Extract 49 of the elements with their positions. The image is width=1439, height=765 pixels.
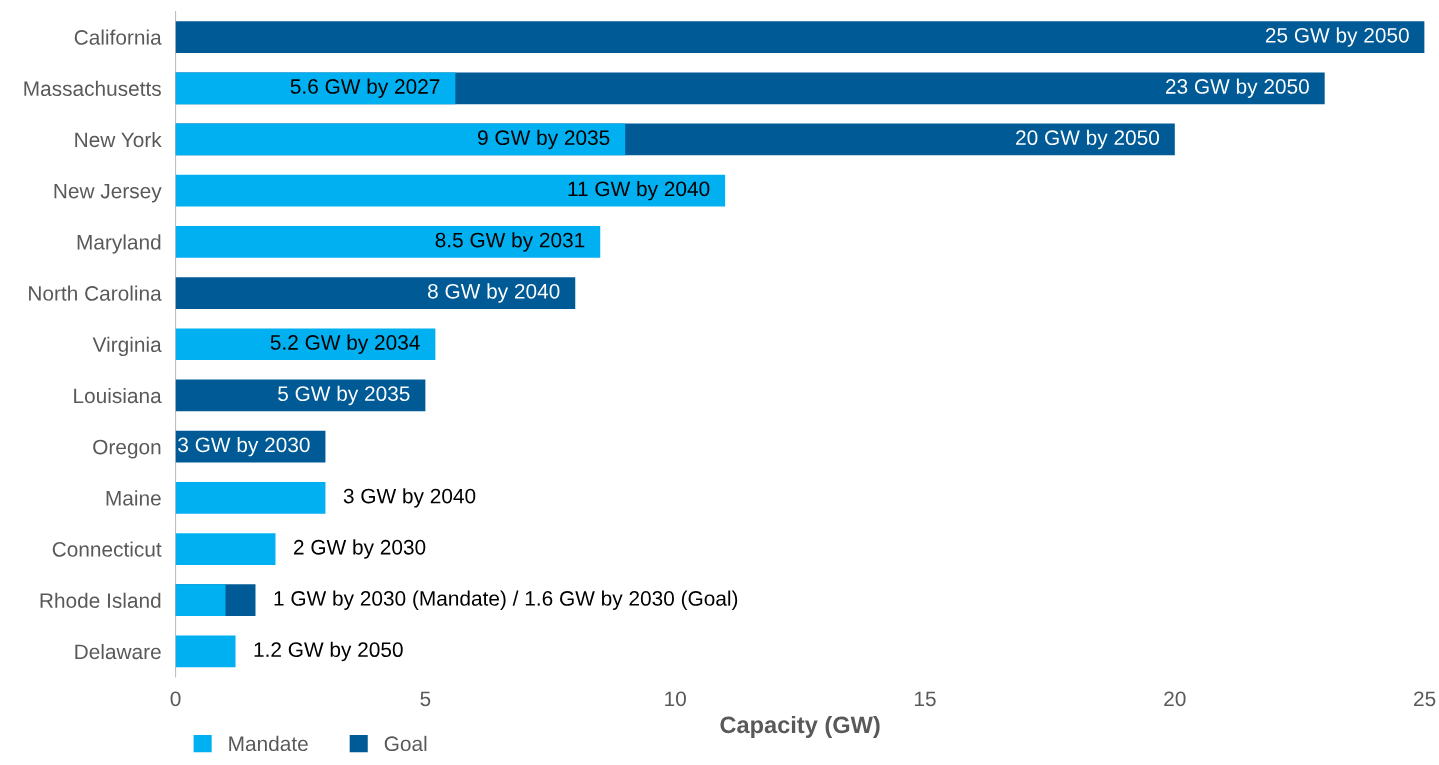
y-tick-label: Maryland [77,234,161,254]
bar [175,379,426,412]
bar [175,277,576,309]
data-label: 9 GW by 2035 [478,129,610,150]
bar [175,533,276,565]
data-label: 8 GW by 2040 [428,283,560,303]
x-axis-title: Capacity (GW) [720,715,880,738]
data-label: 3 GW by 2040 [343,488,476,508]
y-tick-label: New Jersey [54,183,162,203]
data-label: 3 GW by 2030 [178,436,310,457]
y-tick-label: Massachusetts [24,80,161,97]
bar [175,328,436,361]
x-tick-label: 15 [914,691,936,707]
x-tick-label: 25 [1414,691,1436,707]
bar [175,481,326,514]
bar [175,72,456,105]
x-tick-label: 0 [170,691,181,707]
bar [175,635,236,668]
y-tick-label: Rhode Island [40,592,161,608]
y-tick-label: California [74,29,162,45]
y-tick-label: Louisiana [74,387,162,404]
data-label: 1.2 GW by 2050 [254,641,403,662]
bar [175,21,1425,53]
legend-label: Goal [384,735,427,752]
legend-label: Mandate [229,735,308,752]
data-label: 20 GW by 2050 [1016,129,1160,150]
data-label: 5.2 GW by 2034 [270,334,420,354]
data-label: 1 GW by 2030 (Mandate) / 1.6 GW by 2030 (Goal) [274,590,738,610]
data-label: 23 GW by 2050 [1166,78,1309,98]
y-tick-label: Virginia [92,336,162,357]
y-tick-label: Oregon [93,439,161,459]
y-tick-label: Delaware [75,643,161,660]
data-label: 8.5 GW by 2031 [435,232,585,252]
y-tick-label: Maine [106,490,161,506]
data-label: 2 GW by 2030 [294,539,426,559]
x-tick-label: 10 [665,691,686,707]
x-tick-label: 20 [1164,691,1186,707]
bar [175,123,626,156]
data-label: 5.6 GW by 2027 [290,78,440,98]
bar [175,225,601,258]
data-label: 5 GW by 2035 [278,385,410,406]
bar [175,174,726,207]
bar [175,584,226,617]
y-tick-label: North Carolina [29,285,162,301]
data-label: 11 GW by 2040 [568,180,710,201]
data-label: 25 GW by 2050 [1265,27,1409,47]
y-tick-label: Connecticut [52,541,162,557]
x-tick-label: 5 [420,691,431,707]
y-tick-label: New York [75,131,162,148]
